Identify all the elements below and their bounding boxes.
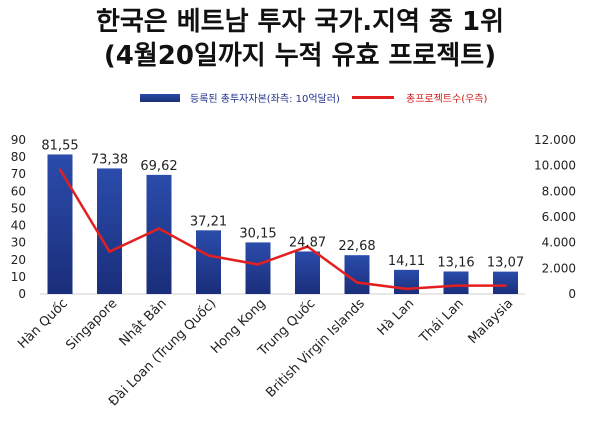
left-axis-tick-label: 0 [18, 287, 26, 301]
right-axis-tick-label: 4.000 [542, 236, 576, 250]
right-axis-tick-label: 0 [568, 287, 576, 301]
line-point [405, 287, 408, 291]
line-point [157, 227, 161, 230]
bar-value-label: 69,62 [140, 159, 177, 174]
left-axis-tick-label: 90 [11, 133, 26, 147]
left-axis-tick-label: 80 [11, 150, 26, 164]
left-axis-tick-label: 50 [11, 201, 26, 215]
x-category-label: Singapore [63, 296, 120, 353]
left-axis-tick-label: 70 [11, 167, 26, 181]
data-labels: 81,55 73,38 69,62 37,21 30,15 24,87 22,68 14,11… [41, 138, 524, 270]
project-count-line [58, 168, 506, 291]
line-series [58, 168, 507, 291]
line-point [504, 284, 507, 287]
legend-bar-label: 등록된 총투자자본(좌측: 10억달러) [190, 94, 340, 105]
x-category-label: Hàn Quốc [15, 296, 71, 352]
bar [245, 242, 271, 294]
right-axis-tick-label: 12.000 [534, 133, 576, 147]
bar-value-label: 13,16 [437, 255, 474, 270]
x-category-label: Nhật Bản [117, 296, 170, 349]
left-axis-tick-label: 40 [11, 219, 26, 233]
bar-series [40, 154, 525, 295]
line-point [108, 250, 111, 253]
x-category-label: British Virgin Islands [263, 296, 368, 401]
x-category-label: Hà Lan [375, 296, 418, 339]
bar-value-label: 22,68 [338, 239, 375, 254]
line-point [454, 284, 458, 287]
chart-legend: 등록된 총투자자본(좌측: 10억달러) 총프로젝트수(우측) [0, 90, 600, 110]
bar [344, 255, 370, 294]
left-y-axis: 0 10 20 30 40 50 60 70 80 90 [11, 133, 26, 301]
right-axis-tick-label: 2.000 [542, 261, 576, 275]
line-point [306, 245, 309, 248]
chart-title-line-1: 한국은 베트남 투자 국가.지역 중 1위 [95, 7, 505, 37]
right-y-axis: 0 2.000 4.000 6.000 8.000 10.000 12.000 [534, 133, 576, 301]
bar [493, 271, 518, 294]
left-axis-tick-label: 60 [11, 184, 26, 198]
bar-value-label: 13,07 [487, 256, 524, 271]
bar-value-label: 73,38 [91, 152, 128, 167]
legend-line-label: 총프로젝트수(우측) [406, 94, 488, 105]
bar-value-label: 30,15 [239, 226, 276, 241]
legend-line-swatch [352, 96, 394, 99]
left-axis-tick-label: 30 [11, 236, 26, 250]
right-axis-tick-label: 6.000 [542, 210, 576, 224]
line-point [256, 263, 260, 266]
chart-title-line-2: (4월20일까지 누적 유효 프로젝트) [103, 41, 497, 71]
bar [196, 230, 221, 294]
bar-value-label: 37,21 [190, 214, 227, 229]
legend-item-line: 총프로젝트수(우측) [352, 90, 487, 105]
x-category-label: Thái Lan [416, 296, 466, 346]
legend-bar-swatch [140, 93, 180, 102]
bar-value-label: 14,11 [388, 254, 425, 269]
line-point [207, 254, 210, 257]
bar-value-label: 81,55 [41, 138, 78, 153]
bar [443, 271, 469, 294]
right-axis-tick-label: 10.000 [534, 159, 576, 173]
bar [47, 154, 73, 294]
left-axis-tick-label: 20 [11, 253, 26, 267]
bar [394, 269, 419, 294]
line-point [58, 168, 62, 171]
line-point [355, 281, 359, 284]
bar [97, 168, 122, 294]
bar-value-label: 24,87 [289, 235, 326, 250]
left-axis-tick-label: 10 [11, 270, 26, 284]
bar [295, 251, 320, 294]
legend-item-bar: 등록된 총투자자본(좌측: 10억달러) [140, 90, 340, 105]
right-axis-tick-label: 8.000 [542, 184, 576, 198]
x-category-label: Malaysia [466, 296, 517, 347]
